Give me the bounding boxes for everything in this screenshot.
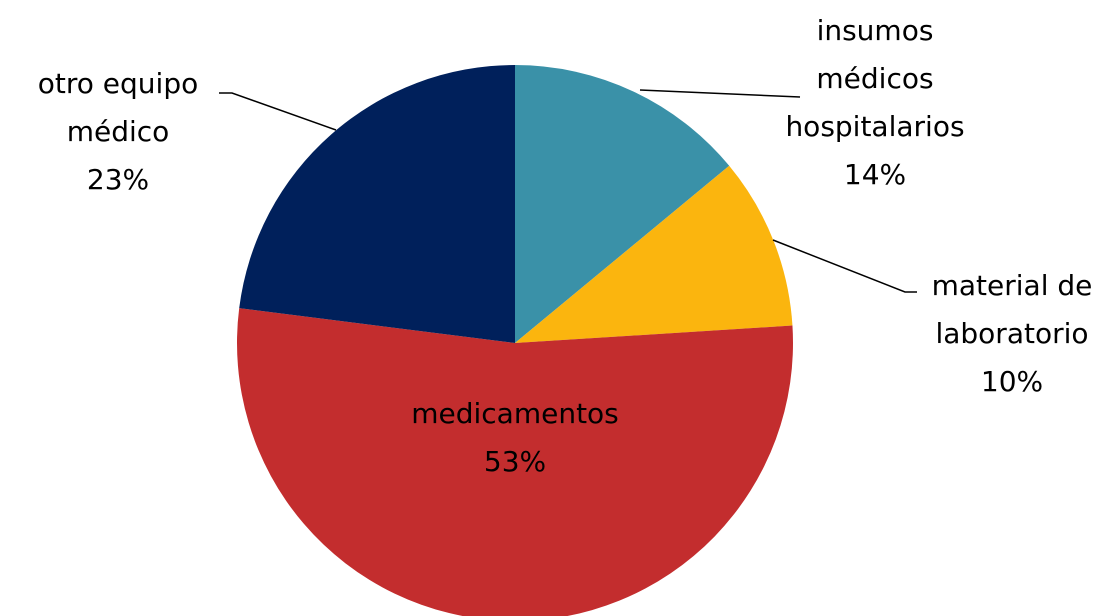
label-line: laboratorio bbox=[935, 317, 1088, 350]
pie-slice bbox=[515, 165, 793, 343]
leader-line bbox=[639, 89, 801, 98]
label-line: hospitalarios bbox=[785, 110, 964, 143]
slice-label: otro equipo médico bbox=[38, 67, 198, 148]
label-line: insumos bbox=[817, 14, 934, 47]
label-line: médico bbox=[67, 115, 170, 148]
pie-slice bbox=[239, 65, 515, 343]
slice-label: insumos médicos hospitalarios bbox=[785, 14, 964, 143]
value-label: 10% bbox=[981, 365, 1043, 398]
label-line: material de bbox=[932, 269, 1093, 302]
pie-slice bbox=[237, 308, 793, 616]
label-line: otro equipo bbox=[38, 67, 198, 100]
pie-slice bbox=[515, 65, 730, 343]
slice-label: medicamentos bbox=[411, 397, 619, 430]
value-label: 53% bbox=[484, 445, 546, 478]
label-line: medicamentos bbox=[411, 397, 619, 430]
value-label: 23% bbox=[87, 163, 149, 196]
label-line: médicos bbox=[816, 62, 933, 95]
leader-line bbox=[772, 239, 917, 293]
value-label: 14% bbox=[844, 158, 906, 191]
slice-label: material de laboratorio bbox=[932, 269, 1093, 350]
leader-line bbox=[219, 92, 337, 131]
